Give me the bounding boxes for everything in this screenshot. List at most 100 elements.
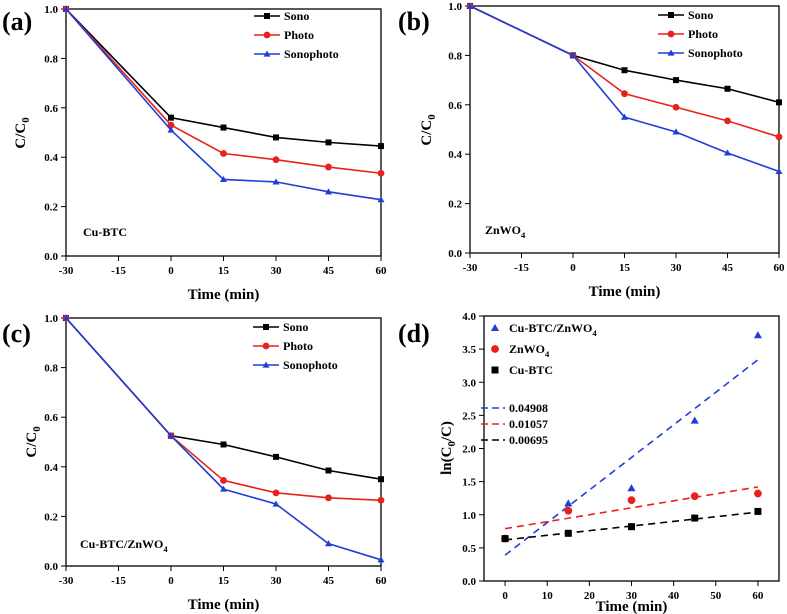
series-line: [65, 8, 382, 147]
x-tick-label: 0: [502, 590, 508, 602]
y-tick-label: 0.2: [448, 199, 462, 211]
fit-legend-item-1: 0.01057: [481, 417, 548, 431]
x-tick-label: -15: [111, 265, 126, 277]
y-tick-label: 0.8: [44, 363, 58, 375]
data-point: [724, 117, 731, 125]
legend-item-1: Photo: [658, 27, 718, 41]
fit-line-1: [504, 486, 759, 530]
x-tick-label: 10: [542, 590, 554, 602]
legend-label: Photo: [283, 339, 313, 353]
legend-item-0: Cu-BTC/ZnWO4: [490, 321, 597, 338]
legend-label: ZnWO4: [509, 342, 550, 359]
series-2: [62, 5, 385, 203]
legend-label-text: Cu-BTC/ZnWO: [509, 321, 592, 335]
legend-item-0: Sono: [254, 9, 309, 23]
y-tick-label: 0.0: [44, 561, 58, 573]
chart-panel-0: -30 -15 0 15 30 45 60 0.0 0.2 0.4 0.6 0.8 1.0 Time (m…: [2, 4, 387, 303]
y-tick-label: 0.0: [44, 251, 58, 263]
legend-item-1: ZnWO4: [491, 342, 550, 359]
series-1: [62, 314, 385, 504]
series-1: [62, 5, 385, 177]
legend-label: Cu-BTC/ZnWO4: [509, 321, 597, 338]
legend-item-2: Sonophoto: [658, 46, 743, 60]
legend-label: Sono: [283, 320, 308, 334]
material-annotation: Cu-BTC/ZnWO4: [80, 537, 168, 554]
x-axis-label: Time (min): [188, 597, 260, 613]
legend-marker: [667, 30, 675, 38]
data-point: [220, 175, 227, 182]
series-2: [501, 507, 762, 543]
x-tick-label: -30: [59, 575, 74, 587]
y-axis-label: C/C0: [24, 426, 43, 457]
data-point: [627, 496, 636, 505]
data-point: [272, 500, 280, 507]
legend-marker: [263, 31, 271, 39]
x-tick-label: -15: [514, 262, 529, 274]
y-axis-label-main: C/C: [419, 120, 435, 146]
y-axis-label-main: C/C: [24, 432, 40, 458]
x-tick-label: 60: [376, 265, 388, 277]
y-tick-label: 2.5: [462, 410, 476, 422]
y-tick-label: 1.0: [448, 1, 462, 13]
data-point: [167, 121, 175, 129]
panel-label: (a): [2, 7, 32, 36]
data-point: [378, 476, 384, 483]
y-tick-label: 0.8: [448, 50, 462, 62]
y-axis-label: C/C0: [419, 114, 438, 145]
y-tick-label: 0.0: [448, 248, 462, 260]
x-tick-label: 20: [584, 590, 596, 602]
legend-label: Cu-BTC: [509, 363, 553, 377]
data-point: [564, 499, 573, 507]
plot-frame: [469, 5, 780, 254]
fit-legend-item-0: 0.04908: [481, 401, 548, 415]
y-tick-label: 0.4: [44, 462, 58, 474]
data-point: [220, 441, 227, 448]
data-point: [325, 139, 332, 146]
data-point: [220, 150, 227, 157]
y-axis-label-main: C/C: [13, 123, 29, 149]
y-axis-label-sub: 0: [426, 114, 438, 119]
data-point: [628, 523, 635, 531]
x-tick-label: 0: [168, 265, 174, 277]
legend-item-0: Sono: [658, 8, 713, 22]
data-point: [273, 134, 279, 141]
data-point: [621, 113, 628, 120]
y-tick-label: 0.6: [448, 100, 462, 112]
x-axis-label: Time (min): [596, 599, 668, 614]
data-point: [690, 416, 699, 424]
x-tick-label: 15: [218, 265, 230, 277]
data-point: [167, 126, 175, 133]
y-tick-label: 3.5: [462, 344, 476, 356]
y-tick-label: 1.0: [44, 4, 58, 16]
y-tick-label: 4.0: [462, 311, 476, 323]
y-tick-label: 1.5: [462, 477, 476, 489]
legend-item-2: Sonophoto: [254, 47, 339, 61]
x-tick-label: 15: [619, 262, 631, 274]
panel-label: (b): [398, 7, 430, 36]
fit-line-0: [504, 359, 759, 556]
data-point: [377, 496, 385, 504]
x-tick-label: 30: [271, 265, 283, 277]
legend-item-1: Photo: [254, 28, 314, 42]
y-axis-label-sub: 0: [31, 426, 43, 431]
data-point: [690, 492, 699, 501]
data-point: [325, 494, 332, 502]
legend-marker: [490, 323, 500, 331]
legend-marker: [262, 342, 270, 350]
data-point: [325, 163, 332, 171]
y-tick-label: 1.0: [462, 510, 476, 522]
y-tick-label: 0.6: [44, 412, 58, 424]
y-tick-label: 0.5: [462, 543, 476, 555]
legend-label: Photo: [688, 27, 718, 41]
data-point: [167, 432, 175, 439]
x-tick-label: 45: [722, 262, 734, 274]
legend-label: Sono: [284, 9, 309, 23]
data-point: [272, 489, 280, 497]
y-tick-label: 0.4: [44, 152, 58, 164]
material-annotation-sub: 4: [163, 544, 168, 554]
legend-label: Sonophoto: [688, 46, 743, 60]
data-point: [753, 331, 762, 339]
x-tick-label: 30: [671, 262, 683, 274]
data-point: [627, 484, 636, 492]
y-tick-label: 0.2: [44, 511, 58, 523]
